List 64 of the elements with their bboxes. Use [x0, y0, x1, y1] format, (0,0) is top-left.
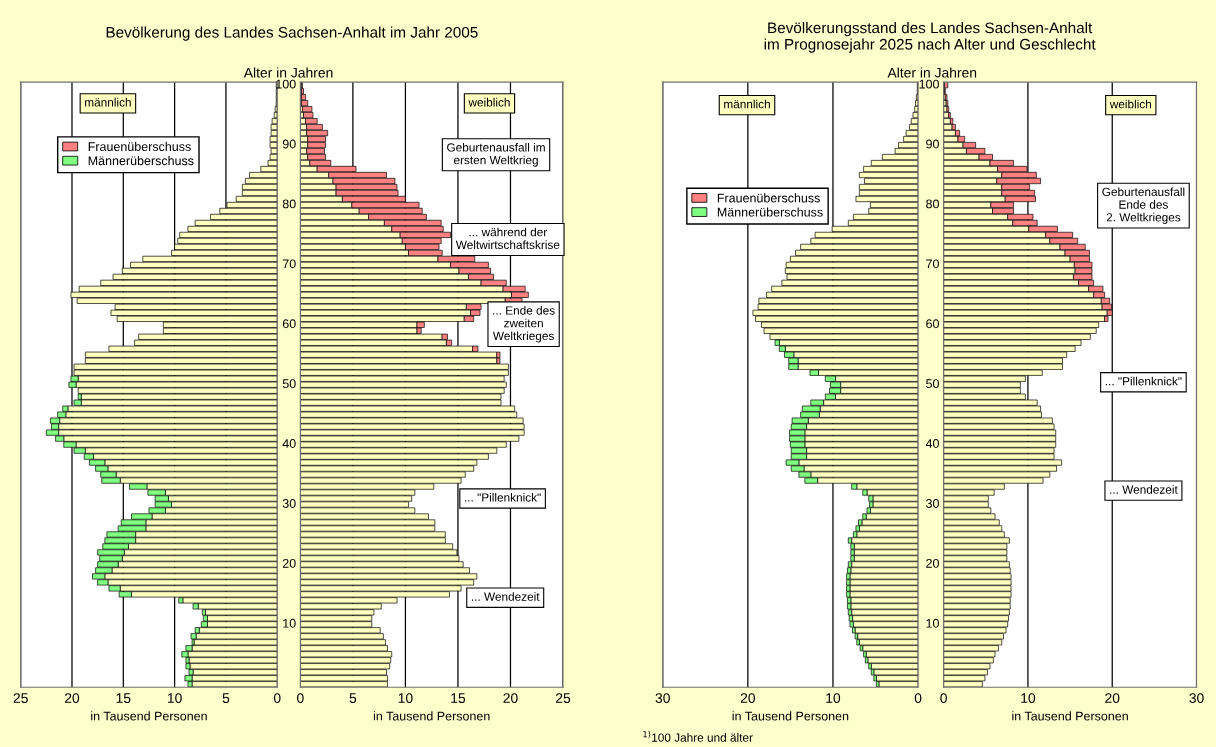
x-axis-title: in Tausend Personen [1012, 711, 1128, 721]
y-tick-label: 40 [282, 439, 296, 448]
x-tick-label: 0 [297, 693, 304, 703]
x-axis-title: in Tausend Personen [732, 711, 849, 721]
x-axis-title: in Tausend Personen [373, 711, 490, 721]
x-tick-label: 25 [555, 693, 571, 703]
x-tick-label: 20 [64, 693, 80, 703]
x-tick-label: 15 [116, 693, 131, 703]
y-axis-title: Alter in Jahren [887, 67, 977, 78]
annotation: Geburtenausfall Ende des 2. Weltkrieges [1102, 187, 1185, 224]
y-tick-label: 70 [282, 259, 296, 269]
x-tick-label: 5 [222, 693, 230, 703]
x-tick-label: 0 [273, 693, 281, 703]
y-axis-title: Alter in Jahren [243, 67, 333, 78]
annotation: weiblich [468, 97, 510, 107]
y-tick-label: 50 [926, 379, 939, 389]
annotation: männlich [724, 99, 770, 109]
legend-label: Männerüberschuss [88, 155, 194, 166]
y-tick-label: 60 [282, 319, 296, 329]
annotation: ... Wendezeit [1110, 485, 1178, 494]
y-tick-label: 20 [282, 558, 296, 568]
x-tick-label: 30 [1189, 693, 1204, 703]
y-tick-label: 90 [282, 139, 296, 149]
chart-title: Bevölkerungsstand des Landes Sachsen-Anhalt im Prognosejahr 2025 nach Alter und Geschlecht [764, 22, 1096, 53]
x-tick-label: 0 [914, 693, 922, 703]
y-tick-label: 70 [926, 259, 939, 269]
y-tick-label: 30 [926, 499, 939, 508]
x-tick-label: 20 [1105, 693, 1120, 703]
x-tick-label: 30 [655, 693, 670, 703]
y-tick-label: 90 [926, 139, 939, 149]
annotation: männlich [85, 97, 131, 107]
y-tick-label: 50 [282, 379, 296, 389]
x-tick-label: 10 [398, 693, 413, 703]
x-axis-title: in Tausend Personen [91, 711, 207, 721]
y-tick-label: 60 [926, 319, 939, 329]
y-tick-label: 80 [282, 199, 296, 209]
y-tick-label: 20 [926, 558, 939, 568]
legend-label: Männerüberschuss [717, 207, 823, 217]
y-tick-label: 80 [926, 199, 939, 209]
y-tick-label: 10 [283, 618, 296, 628]
x-tick-label: 15 [451, 693, 466, 703]
annotation: ... "Pillenknick" [465, 492, 541, 502]
annotation: ... Wendezeit [471, 592, 540, 601]
annotation: weiblich [1109, 99, 1152, 109]
annotation: ... "Pillenknick" [1105, 376, 1182, 386]
legend-label: Frauenüberschuss [717, 193, 820, 203]
annotation: ... Ende des zweiten Weltkrieges [492, 305, 555, 343]
x-tick-label: 10 [826, 693, 841, 703]
y-tick-label: 100 [919, 79, 939, 89]
x-tick-label: 20 [503, 693, 518, 703]
annotation: Geburtenausfall im ersten Weltkrieg [447, 142, 545, 167]
y-tick-label: 30 [282, 499, 296, 508]
annotation: ... während der Weltwirtschaftskrise [455, 227, 560, 250]
chart-title: Bevölkerung des Landes Sachsen-Anhalt im Jahr 2005 [106, 26, 478, 41]
x-tick-label: 10 [167, 693, 182, 703]
y-tick-label: 40 [925, 439, 939, 448]
x-tick-label: 5 [349, 693, 357, 703]
x-tick-label: 10 [1021, 693, 1036, 703]
x-tick-label: 20 [740, 693, 756, 703]
x-tick-label: 0 [940, 693, 947, 703]
y-tick-label: 10 [926, 618, 939, 628]
text: $^{1)}$100 Jahre und älter [643, 730, 753, 742]
x-tick-label: 25 [13, 693, 28, 703]
legend-label: Frauenüberschuss [88, 141, 191, 152]
